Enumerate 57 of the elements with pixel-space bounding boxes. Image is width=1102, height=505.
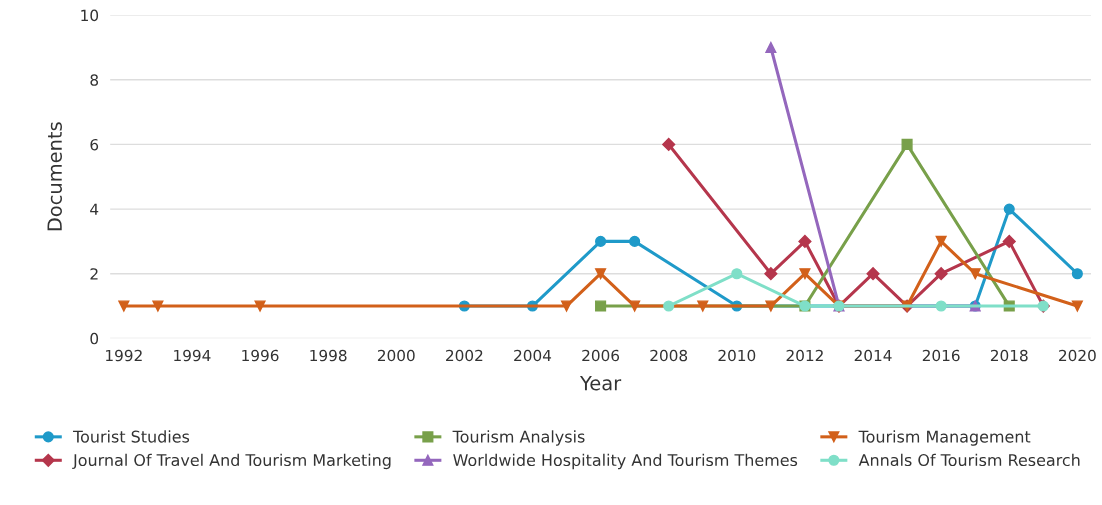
point (663, 300, 675, 312)
point (765, 300, 777, 312)
y-tick-label: 0 (90, 332, 99, 345)
x-tick-label: 2016 (922, 349, 960, 362)
legend-label: Journal Of Travel And Tourism Marketing (72, 453, 391, 470)
point (935, 235, 947, 247)
y-tick-label: 4 (90, 203, 99, 215)
point (901, 138, 913, 150)
x-tick-label: 2004 (514, 349, 552, 362)
x-tick-label: 1992 (106, 349, 142, 362)
point (152, 300, 164, 312)
point (731, 268, 743, 280)
point (1003, 203, 1015, 215)
y-tick-label: 2 (90, 268, 98, 280)
x-tick-label: 2002 (446, 349, 483, 362)
legend-label: Tourism Management (858, 430, 1031, 446)
point (934, 267, 948, 281)
x-tick-label: 1998 (310, 349, 347, 362)
y-tick-label: 6 (90, 138, 99, 151)
legend-label: Tourist Studies (72, 430, 190, 443)
point (1002, 234, 1016, 248)
point (595, 268, 607, 280)
point (595, 300, 607, 312)
point (799, 268, 811, 280)
x-tick-label: 2000 (377, 349, 415, 362)
point (697, 300, 709, 312)
point (935, 300, 947, 312)
x-tick-label: 2008 (650, 349, 688, 362)
point (560, 300, 573, 312)
y-axis-title: Documents (47, 122, 62, 231)
legend-label: Tourism Analysis (452, 430, 585, 446)
x-tick-label: 2018 (990, 349, 1028, 362)
x-tick-label: 2020 (1059, 349, 1096, 362)
x-tick-label: 2006 (582, 349, 620, 362)
point (118, 300, 130, 312)
x-tick-label: 2012 (786, 349, 823, 362)
x-axis-title: Year (579, 375, 622, 391)
point (662, 137, 676, 152)
y-tick-label: 10 (81, 9, 99, 22)
x-tick-label: 1996 (242, 349, 279, 362)
point (764, 267, 778, 281)
legend-label: Annals Of Tourism Research (858, 453, 1080, 467)
point (254, 300, 266, 312)
x-tick-label: 1994 (174, 349, 211, 362)
y-tick-label: 8 (90, 74, 99, 86)
point (969, 268, 981, 280)
x-tick-label: 2014 (854, 349, 892, 362)
point (866, 267, 880, 281)
point (629, 300, 641, 312)
point (595, 235, 607, 247)
legend-label: Worldwide Hospitality And Tourism Themes (453, 453, 798, 470)
point (765, 41, 777, 54)
x-tick-label: 2010 (718, 349, 756, 362)
point (1071, 300, 1083, 312)
point (629, 235, 641, 247)
point (798, 234, 812, 248)
point (1071, 268, 1083, 280)
